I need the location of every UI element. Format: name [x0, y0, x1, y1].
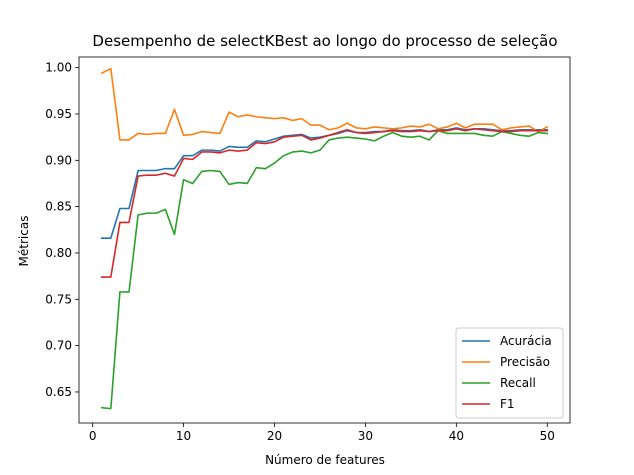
x-tick-label: 20 [267, 429, 282, 443]
y-tick-label: 0.80 [45, 246, 72, 260]
y-tick-label: 0.65 [45, 385, 72, 399]
y-tick-label: 0.95 [45, 107, 72, 121]
legend-box [455, 327, 564, 419]
legend-label: Recall [500, 376, 536, 390]
x-axis: 0 10 20 30 40 50 [89, 423, 555, 443]
x-axis-label: Número de features [265, 453, 385, 467]
legend-label: Precisão [500, 355, 550, 369]
y-axis-label: Métricas [17, 216, 31, 267]
y-axis: 0.65 0.70 0.75 0.80 0.85 0.90 0.95 1.00 [45, 61, 79, 399]
x-tick-label: 0 [89, 429, 97, 443]
y-tick-label: 0.75 [45, 292, 72, 306]
x-tick-label: 10 [176, 429, 191, 443]
legend-label: F1 [500, 397, 515, 411]
y-tick-label: 0.85 [45, 200, 72, 214]
y-tick-label: 0.70 [45, 339, 72, 353]
legend-label: Acurácia [500, 334, 552, 348]
y-tick-label: 0.90 [45, 153, 72, 167]
plot-frame [78, 56, 571, 424]
x-tick-label: 30 [358, 429, 373, 443]
y-tick-label: 1.00 [45, 61, 72, 75]
x-tick-label: 40 [449, 429, 464, 443]
legend: Acurácia Precisão Recall F1 [455, 327, 564, 419]
series-line-f1 [100, 128, 549, 278]
series-line-recall [100, 129, 549, 410]
x-tick-label: 50 [540, 429, 555, 443]
series-line-precis-o [100, 67, 549, 141]
chart-title: Desempenho de selectKBest ao longo do pr… [92, 32, 557, 50]
series-layer [100, 67, 549, 410]
